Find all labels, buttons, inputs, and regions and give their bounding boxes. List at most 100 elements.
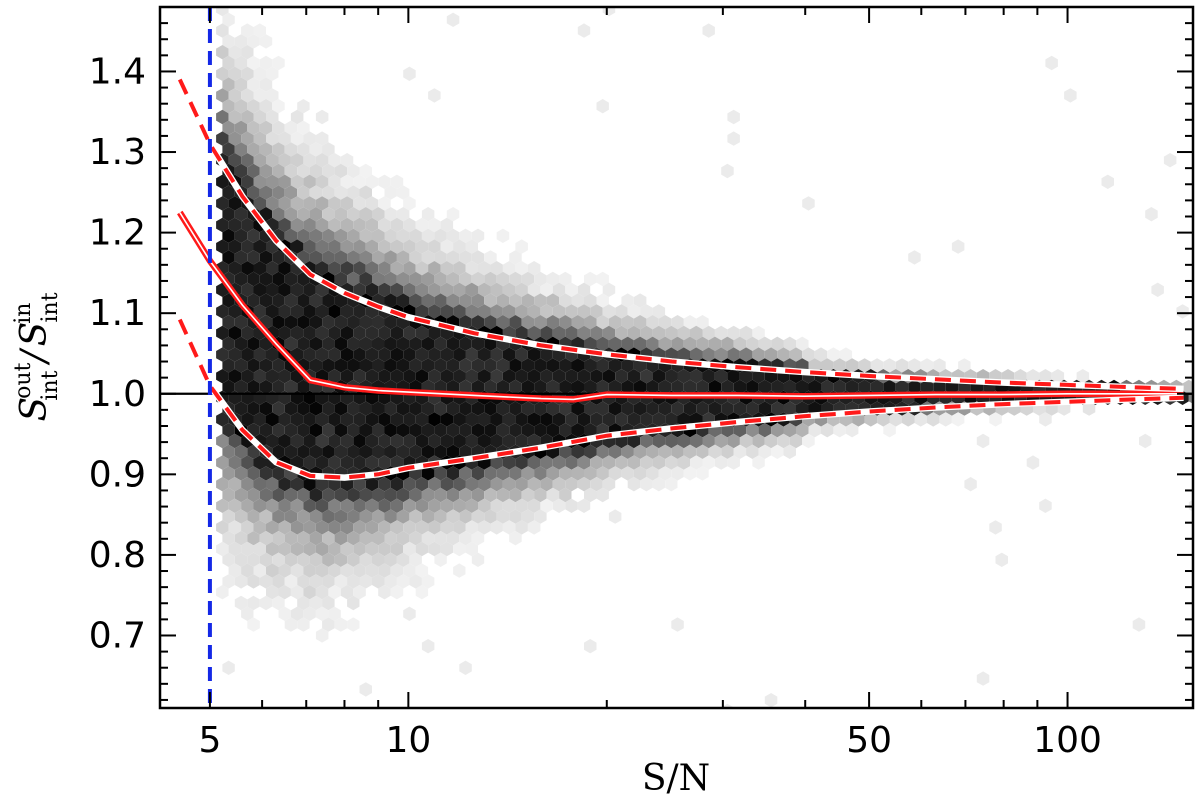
hexbin-cell	[478, 498, 491, 513]
hexbin-cell	[428, 412, 441, 427]
hexbin-cell	[222, 509, 235, 524]
hexbin-cell	[322, 531, 335, 546]
hexbin-cell	[334, 574, 348, 589]
hexbin-cell	[1176, 304, 1189, 319]
hexbin-cell	[908, 250, 921, 265]
hexbin-cell	[683, 401, 697, 416]
hexbin-cell	[665, 433, 678, 449]
hexbin-cell	[652, 412, 666, 427]
hexbin-cell	[465, 347, 478, 362]
hexbin-cell	[527, 369, 541, 384]
hexbin-cell	[515, 304, 528, 319]
svg-text:Soutint/Sinint: Soutint/Sinint	[11, 292, 63, 421]
hexbin-cell	[347, 315, 360, 330]
hexbin-cell	[471, 358, 485, 373]
hexbin-cell	[440, 369, 454, 384]
hexbin-cell	[359, 315, 372, 330]
hexbin-cell	[733, 336, 747, 351]
hexbin-cell	[502, 261, 516, 276]
hexbin-cell	[552, 304, 566, 319]
hexbin-cell	[259, 358, 273, 373]
hexbin-cell	[403, 325, 416, 341]
hexbin-cell	[359, 185, 372, 200]
hexbin-cell	[509, 379, 522, 395]
hexbin-cell	[303, 174, 316, 189]
hexbin-cell	[241, 174, 254, 189]
hexbin-cell	[234, 55, 248, 71]
hexbin-cell	[234, 358, 248, 373]
hexbin-cell	[496, 358, 510, 373]
hexbin-cell	[677, 347, 690, 362]
hexbin-cell	[446, 12, 460, 27]
hexbin-cell	[334, 617, 348, 632]
hexbin-cell	[384, 207, 397, 222]
hexbin-cell	[372, 487, 385, 503]
hexbin-cell	[353, 196, 366, 211]
hexbin-cell	[234, 531, 248, 546]
hexbin-cell	[409, 228, 422, 243]
ylabel-numerator-sub: int	[38, 370, 63, 400]
hexbin-cell	[278, 217, 291, 233]
hexbin-cell	[739, 347, 753, 362]
hexbin-cell	[272, 595, 285, 611]
hexbin-cell	[590, 412, 603, 427]
hexbin-cell	[322, 336, 335, 351]
hexbin-cell	[216, 541, 229, 557]
hexbin-cell	[577, 282, 591, 297]
hexbin-cell	[534, 315, 547, 330]
hexbin-cell	[234, 487, 248, 503]
hexbin-cell	[490, 455, 503, 470]
hexbin-cell	[315, 153, 329, 168]
hexbin-cell	[864, 412, 878, 427]
hexbin-cell	[390, 239, 404, 254]
hexbin-cell	[353, 347, 366, 362]
hexbin-cell	[814, 347, 828, 362]
hexbin-cell	[315, 455, 329, 470]
hexbin-cell	[502, 282, 516, 297]
hexbin-cell	[690, 455, 703, 470]
hexbin-cell	[733, 401, 747, 416]
hexbin-cell	[602, 412, 616, 427]
hexbin-cell	[284, 423, 298, 438]
hexbin-cell	[683, 379, 697, 395]
hexbin-cell	[322, 595, 335, 611]
hexbin-cell	[478, 304, 491, 319]
hexbin-cell	[434, 228, 447, 243]
hexbin-cell	[266, 563, 279, 578]
hexbin-cell	[502, 477, 516, 492]
hexbin-cell	[241, 45, 254, 60]
hexbin-cell	[428, 325, 441, 341]
hexbin-cell	[490, 433, 503, 449]
hexbin-cell	[234, 142, 248, 157]
hexbin-cell	[347, 401, 360, 416]
hexbin-cell	[234, 77, 248, 92]
hexbin-cell	[796, 379, 809, 395]
hexbin-cell	[671, 336, 684, 351]
hexbin-cell	[241, 520, 254, 535]
hexbin-cell	[266, 109, 279, 125]
hexbin-cell	[297, 120, 310, 135]
hexbin-cell	[696, 466, 709, 481]
hexbin-cell	[845, 379, 859, 395]
hexbin-cell	[372, 207, 385, 222]
hexbin-cell	[322, 423, 335, 438]
hexbin-cell	[247, 487, 260, 503]
hexbin-cell	[290, 325, 304, 341]
hexbin-cell	[384, 531, 397, 546]
hexbin-cell	[359, 271, 372, 287]
hexbin-cell	[284, 163, 298, 179]
hexbin-cell	[278, 304, 291, 319]
hexbin-cell	[290, 520, 304, 535]
hexbin-cell	[471, 487, 485, 503]
hexbin-cell	[428, 498, 441, 513]
hexbin-cell	[365, 347, 379, 362]
hexbin-cell	[421, 574, 435, 589]
hexbin-cell	[690, 347, 703, 362]
hexbin-cell	[334, 336, 348, 351]
hexbin-cell	[421, 401, 435, 416]
hexbin-cell	[540, 498, 553, 513]
hexbin-cell	[272, 552, 285, 567]
hexbin-cell	[640, 477, 653, 492]
hexbin-cell	[540, 282, 553, 297]
hexbin-cell	[571, 315, 584, 330]
